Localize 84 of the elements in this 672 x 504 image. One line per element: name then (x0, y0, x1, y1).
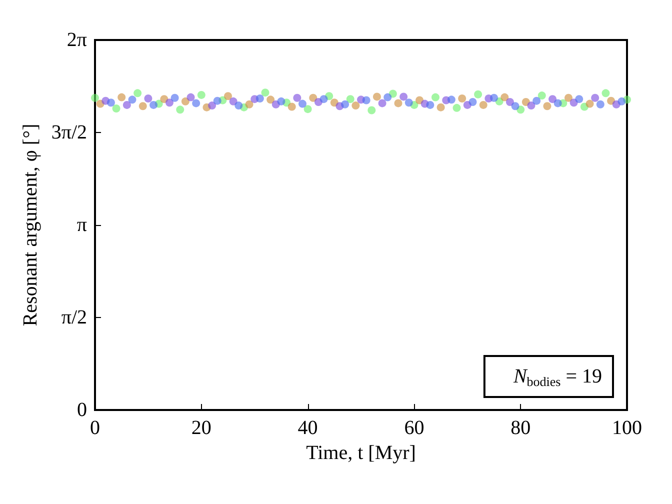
point (474, 90, 482, 98)
y-tick-label: 0 (77, 399, 87, 421)
x-tick-label: 100 (612, 417, 642, 439)
point (394, 99, 402, 108)
x-tick-label: 40 (298, 417, 318, 439)
point (165, 98, 174, 107)
point (112, 104, 120, 112)
point (362, 96, 370, 104)
point (538, 92, 546, 100)
point (532, 96, 541, 105)
point (176, 106, 184, 114)
point (564, 94, 572, 102)
point (293, 94, 302, 102)
x-axis-title: Time, t [Myr] (306, 442, 416, 464)
point (229, 97, 238, 106)
point (277, 97, 286, 106)
y-axis-title: Resonant argument, φ [°] (19, 124, 42, 326)
point (266, 96, 275, 104)
y-tick-label: 3π/2 (51, 122, 87, 144)
y-tick-label: π (76, 214, 87, 236)
point (436, 103, 445, 112)
point (106, 98, 115, 107)
point (522, 98, 530, 106)
point (527, 102, 536, 110)
point (256, 94, 264, 102)
point (511, 102, 520, 110)
point (548, 95, 557, 104)
point (372, 92, 381, 101)
point (458, 94, 466, 102)
point (128, 96, 136, 104)
point (213, 96, 222, 105)
point (288, 102, 296, 111)
point (378, 99, 386, 108)
point (234, 102, 243, 110)
point (506, 98, 514, 106)
point (160, 95, 168, 104)
y-tick-label: 2π (66, 29, 87, 51)
point (352, 102, 360, 110)
point (91, 94, 99, 102)
point (500, 93, 509, 102)
point (468, 98, 477, 106)
point (208, 102, 216, 110)
point (118, 93, 126, 102)
point (591, 94, 600, 102)
y-tick-label: π/2 (61, 306, 87, 328)
point (586, 100, 594, 108)
point (144, 94, 152, 102)
point (543, 102, 552, 110)
point (575, 95, 584, 104)
point (134, 89, 142, 98)
point (309, 94, 318, 102)
point (150, 100, 158, 109)
point (224, 92, 232, 100)
point (197, 90, 206, 99)
point (554, 99, 562, 108)
point (479, 100, 488, 109)
point (192, 99, 200, 108)
point (596, 100, 604, 108)
point (304, 105, 312, 114)
point (261, 88, 270, 97)
point (447, 96, 456, 104)
point (618, 97, 626, 106)
point (602, 89, 610, 98)
point (320, 95, 328, 104)
point (452, 104, 461, 112)
x-tick-label: 60 (404, 417, 424, 439)
x-tick-label: 20 (191, 417, 212, 439)
point (170, 94, 179, 102)
point (122, 100, 131, 109)
point (368, 106, 376, 114)
point (245, 100, 254, 108)
point (341, 100, 350, 108)
point (426, 100, 434, 109)
point (186, 93, 195, 102)
point (490, 94, 498, 102)
point (298, 100, 306, 108)
point (400, 92, 408, 101)
point (404, 98, 413, 107)
point (181, 97, 190, 106)
point (346, 95, 354, 104)
point (138, 102, 147, 110)
point (431, 93, 440, 102)
point (384, 93, 392, 102)
x-tick-label: 80 (510, 417, 531, 439)
